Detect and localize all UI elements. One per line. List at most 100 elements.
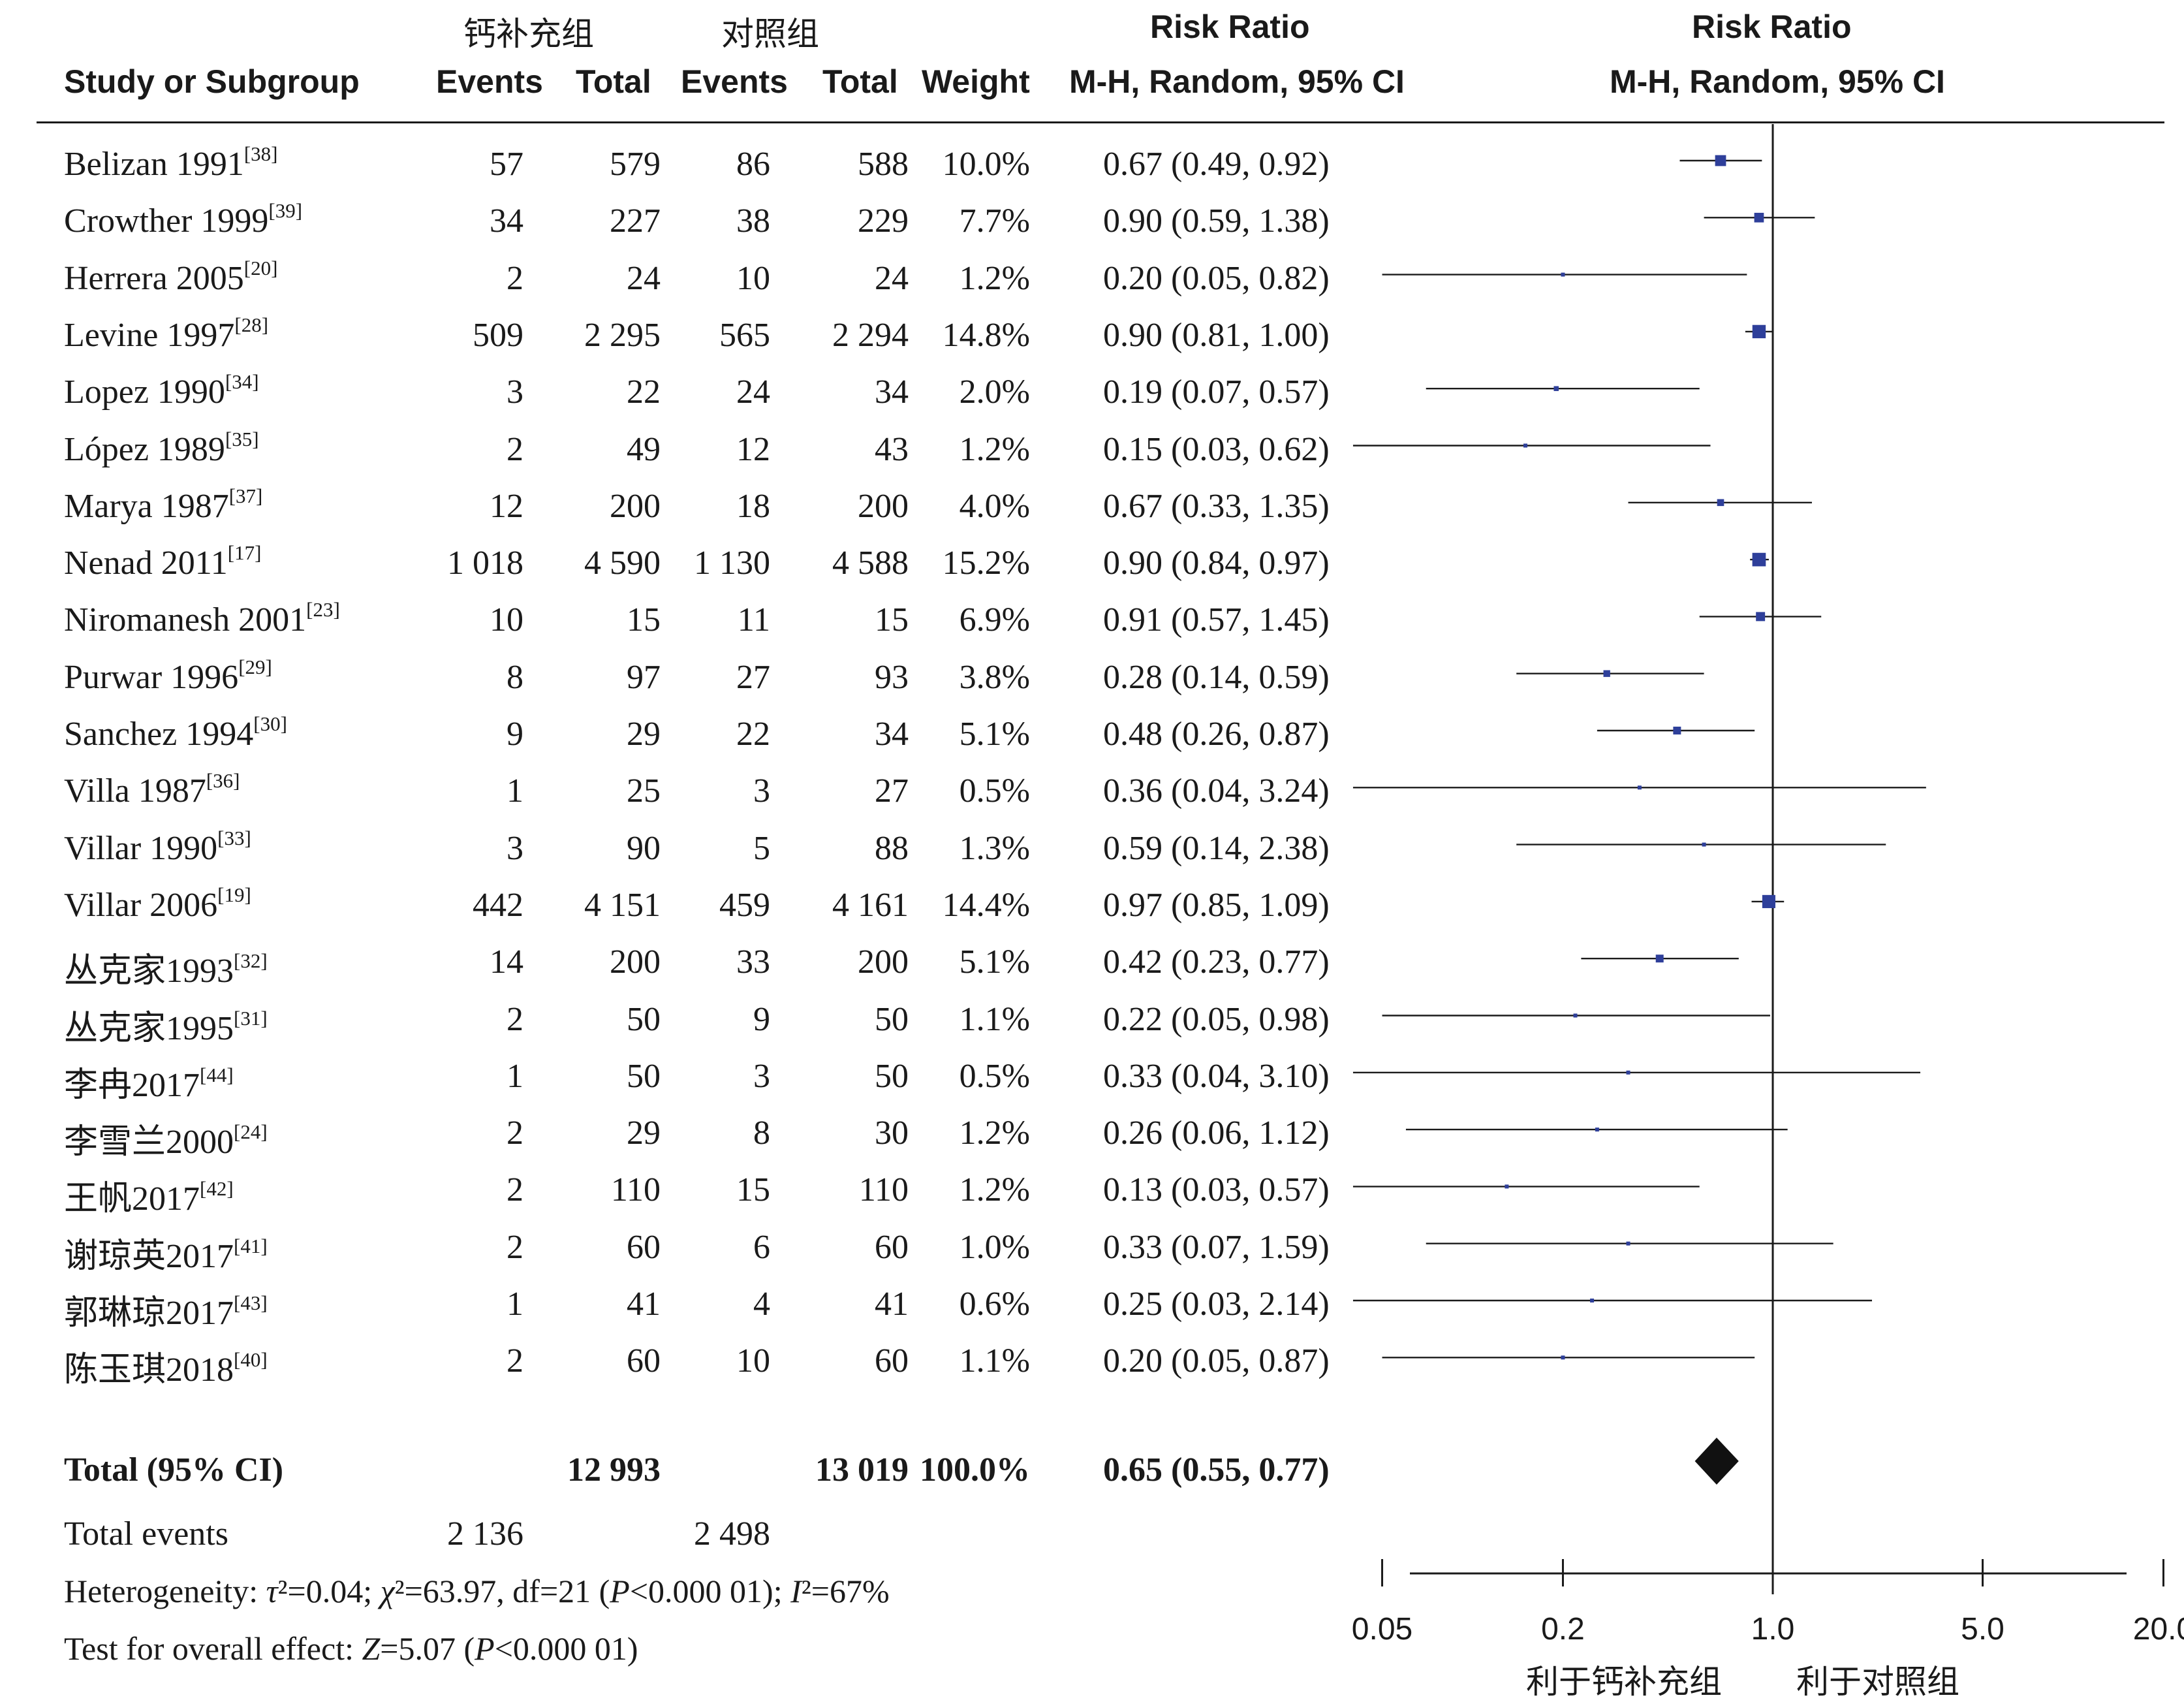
events1-cell: 2 [507, 1171, 523, 1209]
heterogeneity-label: Heterogeneity: [64, 1573, 266, 1609]
study-name-cell: 丛克家1993[32] [64, 943, 268, 992]
study-name: Nenad 2011 [64, 544, 228, 582]
study-name: 李雪兰2000 [64, 1124, 234, 1161]
ci-cell: 0.42 (0.23, 0.77) [1103, 943, 1330, 981]
weight-cell: 4.0% [959, 487, 1030, 525]
effect-marker [1762, 894, 1775, 908]
total1-cell: 15 [627, 601, 661, 639]
total-events-row: Total events 2 136 2 498 [0, 1515, 1397, 1567]
events2-cell: 9 [753, 1000, 770, 1038]
events1-cell: 1 [507, 772, 523, 810]
study-name: Purwar 1996 [64, 658, 239, 696]
ci-cell: 0.91 (0.57, 1.45) [1103, 601, 1330, 639]
z-symbol: Z [362, 1630, 381, 1667]
weight-cell: 1.2% [959, 430, 1030, 468]
effect-marker [1756, 612, 1766, 622]
events2-cell: 22 [736, 716, 770, 753]
total1-header: Total [576, 63, 651, 100]
ci-cell: 0.67 (0.33, 1.35) [1103, 487, 1330, 525]
study-reference: [33] [217, 826, 251, 849]
x-tick-label: 20.0 [2132, 1612, 2184, 1647]
header-rule [37, 121, 2164, 123]
effect-marker [1573, 1013, 1578, 1018]
ci-cell: 0.36 (0.04, 3.24) [1103, 772, 1330, 810]
weight-cell: 5.1% [959, 716, 1030, 753]
total2-cell: 24 [875, 259, 909, 297]
ci-cell: 0.15 (0.03, 0.62) [1103, 430, 1330, 468]
table-row: Herrera 2005[20] 2 24 10 24 1.2% 0.20 (0.05, 0… [0, 258, 1397, 311]
total2-cell: 88 [875, 829, 909, 867]
table-row: 郭琳琼2017[43] 1 41 4 41 0.6% 0.25 (0.03, 2.14) [0, 1285, 1397, 1337]
table-row: Marya 1987[37] 12 200 18 200 4.0% 0.67 (0.33, … [0, 486, 1397, 539]
effect-marker [1655, 955, 1664, 963]
study-name: 李冉2017 [64, 1066, 200, 1104]
events2-header: Events [681, 63, 788, 100]
effect-marker [1752, 324, 1766, 339]
weight-cell: 0.5% [959, 1057, 1030, 1095]
study-reference: [34] [225, 370, 259, 394]
events1-cell: 2 [507, 1114, 523, 1152]
events2-cell: 3 [753, 1057, 770, 1095]
weight-cell: 3.8% [959, 658, 1030, 696]
study-name-cell: 王帆2017[42] [64, 1171, 234, 1220]
ci-cell: 0.59 (0.14, 2.38) [1103, 829, 1330, 867]
study-name: 郭琳琼2017 [64, 1295, 234, 1332]
i-value: ²=67% [801, 1573, 890, 1609]
overall-p-value: <0.000 01) [494, 1630, 638, 1667]
total1-cell: 97 [627, 658, 661, 696]
events1-cell: 442 [473, 886, 523, 924]
total1-cell: 29 [627, 1114, 661, 1152]
effect-marker [1717, 499, 1724, 507]
total2-cell: 15 [875, 601, 909, 639]
events2-cell: 24 [736, 373, 770, 411]
total-label: Total (95% CI) [64, 1451, 284, 1489]
events2-cell: 38 [736, 202, 770, 240]
study-name: Niromanesh 2001 [64, 601, 307, 639]
effect-marker [1673, 727, 1681, 734]
ci-cell: 0.28 (0.14, 0.59) [1103, 658, 1330, 696]
events1-header: Events [436, 63, 543, 100]
heterogeneity-text: Heterogeneity: τ²=0.04; χ²=63.97, df=21 … [64, 1572, 890, 1610]
study-name: Marya 1987 [64, 487, 229, 525]
effect-marker [1505, 1184, 1509, 1189]
total1-cell: 227 [610, 202, 661, 240]
study-name: 王帆2017 [64, 1180, 200, 1218]
total1-cell: 24 [627, 259, 661, 297]
events2-cell: 10 [736, 259, 770, 297]
total2-cell: 34 [875, 373, 909, 411]
study-name-cell: Lopez 1990[34] [64, 370, 259, 411]
events2-cell: 4 [753, 1286, 770, 1323]
events2-cell: 15 [736, 1171, 770, 1209]
overall-effect-text: Test for overall effect: Z=5.07 (P<0.000… [64, 1630, 638, 1667]
ci-cell: 0.90 (0.81, 1.00) [1103, 316, 1330, 354]
total1-cell: 29 [627, 716, 661, 753]
total1-cell: 579 [610, 146, 661, 183]
events2-cell: 18 [736, 487, 770, 525]
weight-cell: 14.4% [942, 886, 1030, 924]
table-row: 王帆2017[42] 2 110 15 110 1.2% 0.13 (0.03, 0.57) [0, 1171, 1397, 1223]
table-row: 李雪兰2000[24] 2 29 8 30 1.2% 0.26 (0.06, 1.12) [0, 1114, 1397, 1166]
overall-label: Test for overall effect: [64, 1630, 362, 1667]
total2-cell: 2 294 [832, 316, 909, 354]
study-name: Villar 2006 [64, 886, 218, 924]
total-events-label: Total events [64, 1515, 228, 1553]
x-tick-label: 1.0 [1751, 1612, 1795, 1647]
events2-cell: 12 [736, 430, 770, 468]
table-row: Villar 2006[19] 442 4 151 459 4 161 14.4% 0.97… [0, 885, 1397, 938]
events2-cell: 565 [719, 316, 770, 354]
events2-cell: 10 [736, 1342, 770, 1380]
study-reference: [42] [200, 1177, 234, 1201]
total1-cell: 41 [627, 1286, 661, 1323]
study-reference: [23] [306, 598, 340, 622]
rr-title-right: Risk Ratio [1692, 8, 1852, 45]
events1-cell: 57 [490, 146, 523, 183]
events1-cell: 9 [507, 716, 523, 753]
x-tick-label: 5.0 [1961, 1612, 2005, 1647]
total-events-e1: 2 136 [447, 1515, 523, 1553]
events2-cell: 6 [753, 1228, 770, 1266]
study-reference: [44] [200, 1063, 234, 1086]
study-name: Belizan 1991 [64, 146, 244, 183]
study-name-cell: Herrera 2005[20] [64, 258, 277, 298]
study-reference: [28] [234, 313, 269, 336]
